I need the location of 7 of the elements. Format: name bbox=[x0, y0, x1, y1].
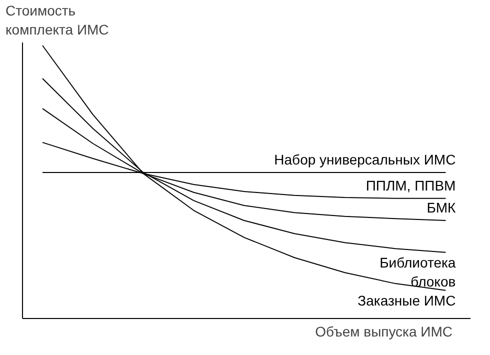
series-label: Библиотека блоков bbox=[380, 254, 456, 290]
series-label: Набор универсальных ИМС bbox=[274, 151, 456, 168]
series-label: БМК bbox=[426, 199, 457, 216]
series-label: Заказные ИМС bbox=[358, 292, 456, 308]
x-axis-title: Объем выпуска ИМС bbox=[315, 324, 453, 340]
series-label: ППЛМ, ППВМ bbox=[366, 177, 456, 194]
y-axis-title: Стоимость комплекта ИМС bbox=[6, 2, 109, 38]
